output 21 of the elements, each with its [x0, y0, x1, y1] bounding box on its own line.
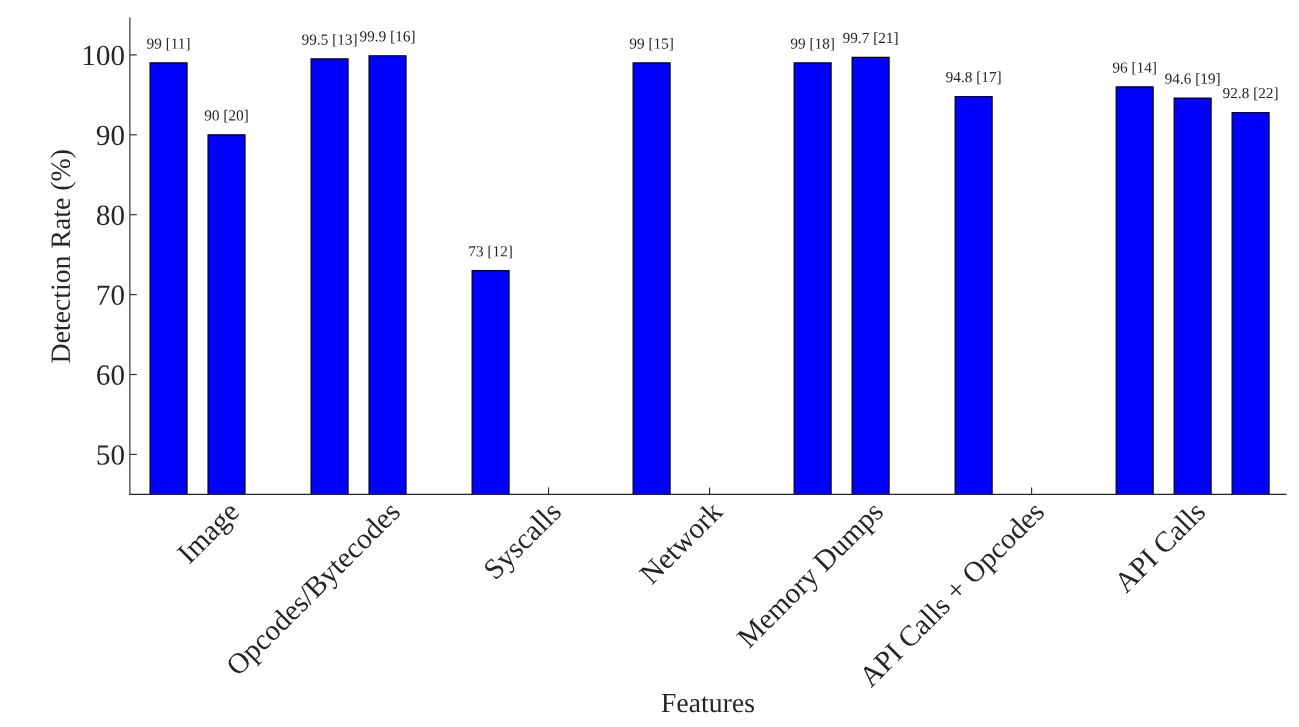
- data-label: 90 [20]: [204, 109, 248, 123]
- data-label: 96 [14]: [1112, 61, 1156, 75]
- data-label: 99.5 [13]: [302, 33, 357, 47]
- data-label: 99 [15]: [629, 37, 673, 51]
- data-label: 94.6 [19]: [1165, 73, 1220, 86]
- y-tick-label: 100: [83, 45, 124, 66]
- y-tick-label: 50: [97, 445, 124, 465]
- data-label: 99.9 [16]: [360, 30, 415, 44]
- y-tick-label: 60: [97, 365, 124, 385]
- x-axis-title: Features: [661, 693, 754, 713]
- x-tick-label: API Calls: [1112, 499, 1207, 595]
- data-label: 92.8 [22]: [1223, 87, 1278, 101]
- data-label: 99 [11]: [147, 37, 190, 51]
- data-label: 99.7 [21]: [843, 32, 898, 45]
- y-tick-label: 70: [97, 285, 124, 306]
- y-tick-label: 80: [96, 205, 124, 226]
- data-label: 99 [18]: [790, 37, 834, 51]
- data-label: 94.8 [17]: [946, 71, 1001, 85]
- y-tick-label: 90: [96, 125, 124, 146]
- y-axis-title: Detection Rate (%): [50, 150, 76, 363]
- data-label: 73 [12]: [469, 245, 512, 259]
